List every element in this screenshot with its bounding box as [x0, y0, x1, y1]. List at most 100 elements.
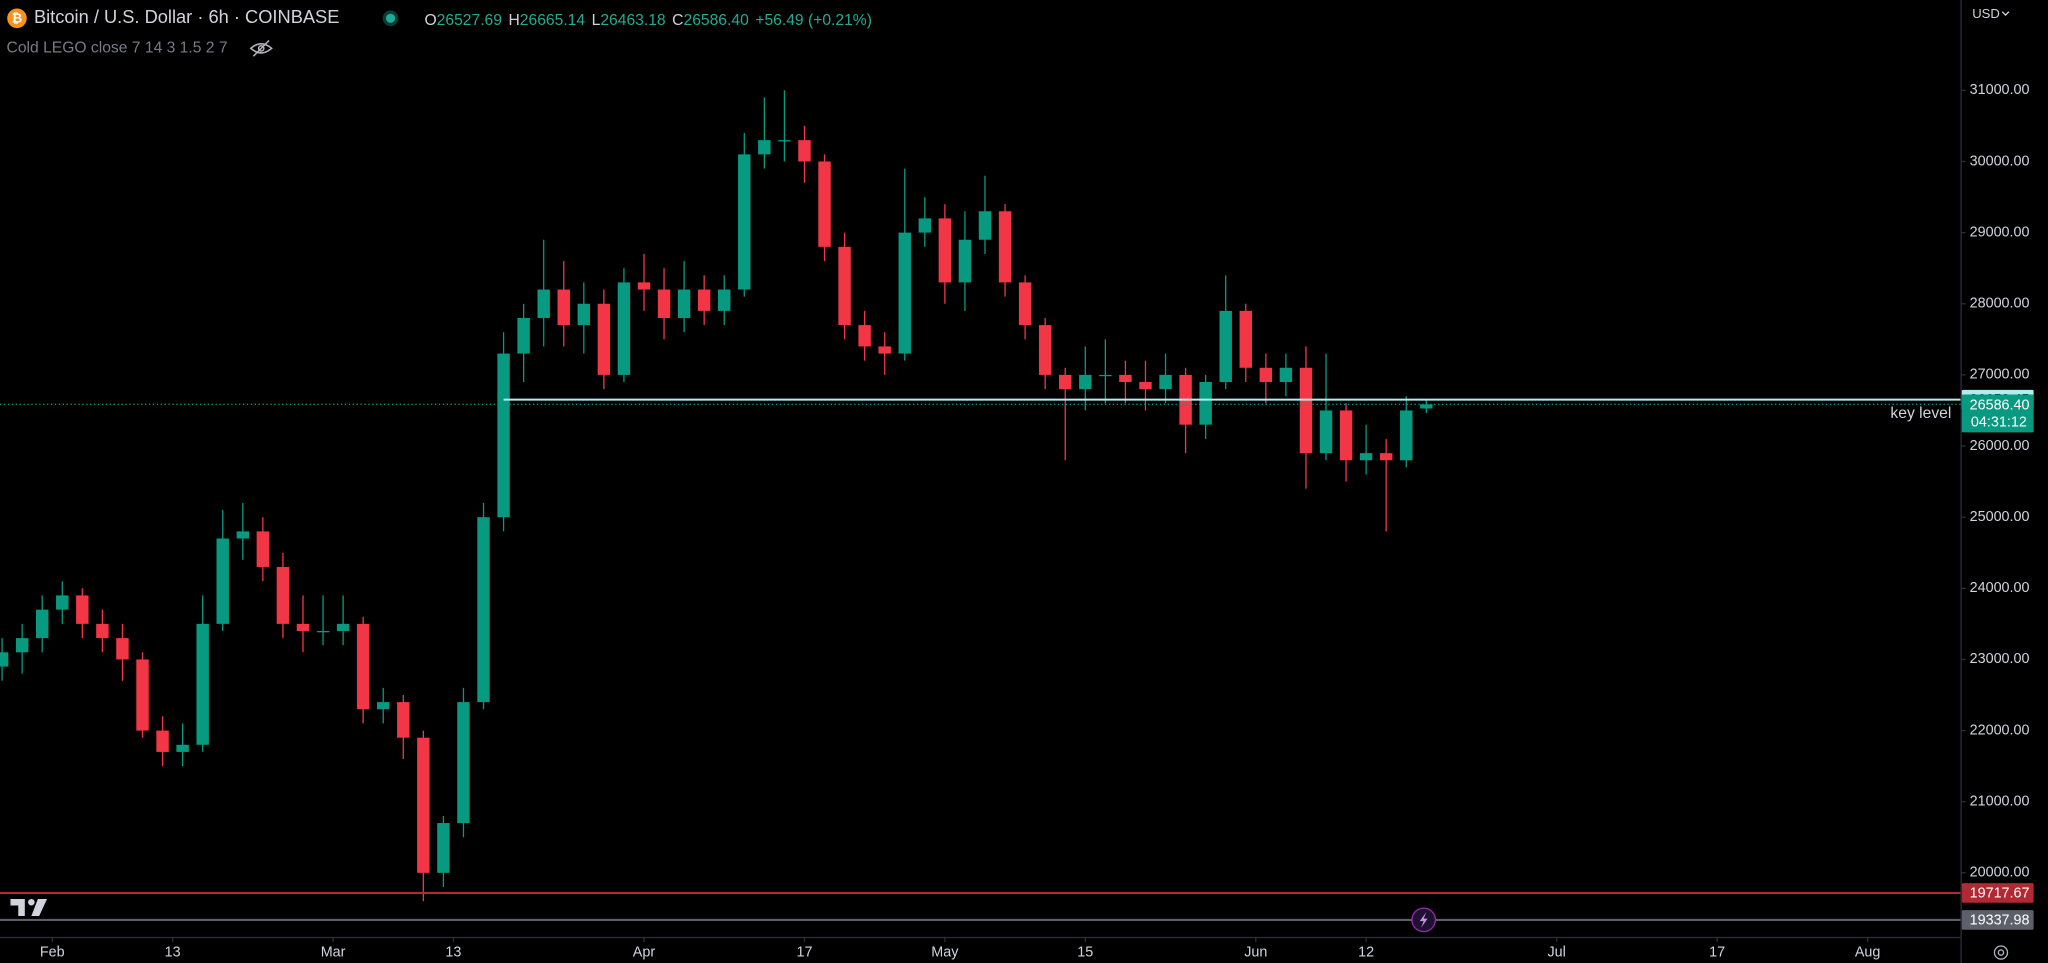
bitcoin-icon-glyph: ₿	[12, 10, 23, 25]
candle-body	[356, 623, 370, 710]
price-label-box	[1961, 910, 2034, 930]
bitcoin-icon	[7, 8, 27, 29]
y-tick-label: 28000.00	[1970, 296, 2030, 312]
candle-body	[998, 211, 1012, 283]
l-key: L	[592, 12, 601, 29]
y-tick-label: 25000.00	[1970, 509, 2030, 525]
candle-body	[898, 232, 911, 354]
candle-body	[1119, 374, 1132, 383]
x-tick-label: Jun	[1244, 944, 1267, 960]
candle-body	[1420, 404, 1433, 409]
candle-body	[1379, 453, 1393, 461]
c-value: 26586.40	[684, 12, 750, 29]
y-tick-label: 27000.00	[1970, 367, 2030, 383]
candle-body	[477, 517, 490, 703]
candle-body	[838, 246, 851, 326]
candle-body	[1139, 382, 1152, 390]
candle-body	[938, 218, 952, 283]
price-label: 19337.98	[1970, 912, 2030, 928]
x-tick-label: Jul	[1548, 944, 1566, 960]
candle-body	[978, 211, 992, 240]
candle-body	[918, 218, 932, 233]
candle-body	[336, 623, 350, 631]
x-tick-label: May	[931, 944, 959, 960]
candle-body	[537, 289, 550, 318]
countdown-label: 04:31:12	[1971, 414, 2027, 430]
lightning-button[interactable]	[1411, 907, 1437, 933]
candle-body	[958, 239, 972, 283]
candle-body	[236, 531, 250, 539]
candle-body	[156, 730, 169, 752]
price-label: 19717.67	[1970, 885, 2030, 901]
candle-body	[1219, 310, 1232, 383]
status-dot	[385, 13, 396, 23]
candle-body	[1199, 382, 1212, 425]
x-tick-label: Feb	[40, 944, 65, 960]
ohlc: O26527.69 H26665.14 L26463.18 C26586.40 +56.…	[424, 12, 871, 29]
currency-caret	[2001, 11, 2010, 16]
candle-body	[76, 595, 89, 624]
candle-body	[637, 282, 651, 290]
y-tick-label: 23000.00	[1970, 651, 2030, 667]
candle-body	[718, 289, 731, 311]
candle-body	[0, 652, 9, 667]
candle-body	[176, 744, 189, 752]
candle-body	[35, 609, 49, 639]
candle-body	[738, 154, 751, 290]
x-tick-label: 12	[1358, 944, 1374, 960]
last-price-box	[1961, 394, 2034, 433]
tv-logo	[10, 898, 48, 916]
symbol-title: Bitcoin / U.S. Dollar · 6h · COINBASE	[34, 6, 339, 27]
candle-body	[1339, 410, 1353, 461]
candle-body	[1239, 310, 1252, 368]
candle-body	[517, 317, 530, 354]
candle-body	[1038, 325, 1052, 375]
candle-body	[1159, 374, 1172, 390]
candle-body	[1018, 282, 1032, 326]
candle-body	[216, 538, 229, 624]
x-tick-label: Apr	[633, 944, 656, 960]
change: +56.49 (+0.21%)	[755, 12, 872, 29]
x-tick-label: 13	[445, 944, 461, 960]
y-tick-label: 31000.00	[1970, 82, 2030, 98]
x-tick-label: 17	[796, 944, 812, 960]
o-value: 26527.69	[437, 12, 502, 29]
candle-body	[1299, 367, 1313, 454]
x-tick-label: 17	[1709, 944, 1725, 960]
candle-body	[15, 638, 29, 653]
candle-body	[878, 346, 891, 354]
candle-body	[437, 823, 450, 873]
candle-body	[136, 659, 149, 731]
x-tick-label: Mar	[321, 944, 346, 960]
candle-body	[196, 623, 209, 745]
x-tick-label: 15	[1077, 944, 1093, 960]
candle-body	[657, 289, 671, 318]
candle-body	[1099, 374, 1112, 377]
candle-body	[116, 638, 129, 660]
candle-body	[256, 531, 270, 567]
candle-body	[296, 623, 310, 631]
candle-body	[697, 289, 711, 311]
candle-body	[798, 140, 811, 162]
hide-icon[interactable]	[249, 39, 273, 57]
y-tick-label: 26000.00	[1970, 438, 2030, 454]
candle-body	[758, 140, 771, 155]
plot	[0, 90, 1961, 921]
o-key: O	[424, 12, 436, 29]
candle-body	[1259, 367, 1273, 383]
candle-body	[617, 282, 631, 375]
currency[interactable]: USD	[1972, 6, 2000, 21]
settings-icon[interactable]	[1993, 945, 2009, 960]
indicator-label: Cold LEGO close 7 14 3 1.5 2 7	[7, 39, 228, 56]
candle-body	[276, 566, 290, 624]
candle-body	[778, 140, 791, 142]
candle-body	[497, 353, 510, 518]
candle-body	[577, 303, 591, 326]
candle-body	[316, 630, 330, 633]
candle-body	[858, 325, 871, 347]
y-tick-label: 22000.00	[1970, 722, 2030, 738]
candle-body	[818, 161, 831, 247]
y-tick-label: 30000.00	[1970, 153, 2030, 169]
